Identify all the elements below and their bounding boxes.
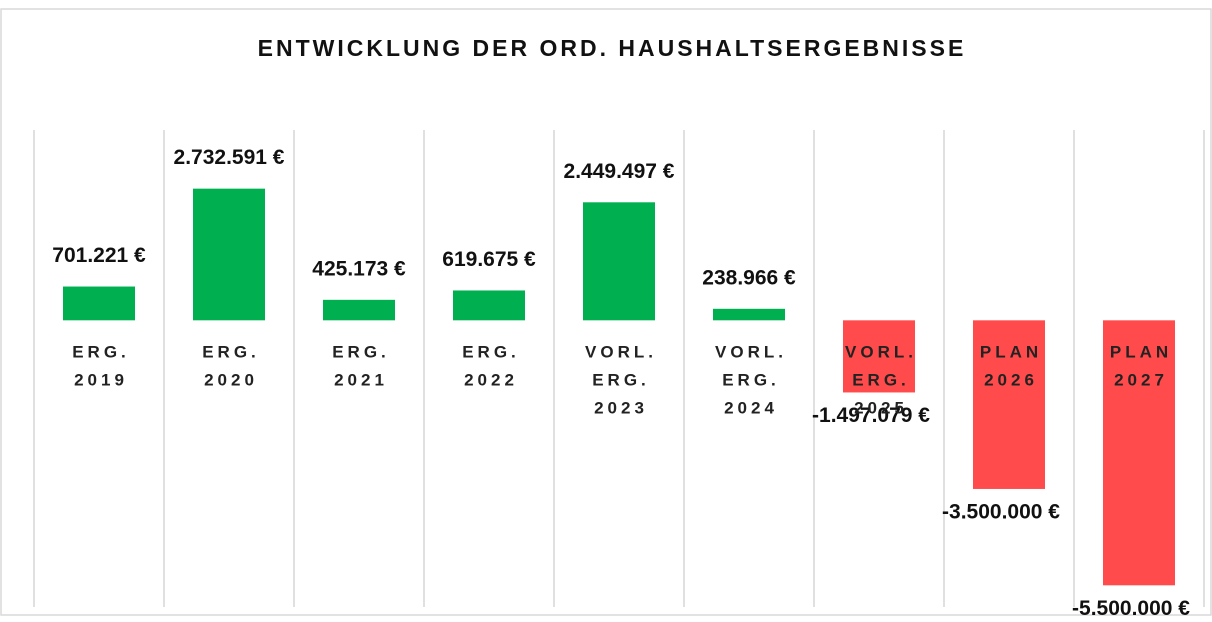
x-tick-label: 2023: [594, 398, 648, 417]
value-label: -3.500.000 €: [942, 501, 1060, 524]
x-tick-label: ERG.: [202, 342, 260, 361]
bar: [583, 202, 655, 321]
x-tick-label: 2020: [204, 370, 258, 389]
x-tick-label: PLAN: [980, 342, 1042, 361]
bar: [63, 286, 135, 321]
value-label: 2.449.497 €: [564, 160, 675, 183]
x-tick-label: 2027: [1114, 370, 1168, 389]
x-tick-label: VORL.: [715, 342, 787, 361]
value-label: 619.675 €: [442, 248, 536, 271]
x-tick-label: ERG.: [72, 342, 130, 361]
bar: [713, 308, 785, 321]
x-tick-label: PLAN: [1110, 342, 1172, 361]
x-tick-label: 2024: [724, 398, 778, 417]
x-tick-label: VORL.: [585, 342, 657, 361]
x-tick-label: ERG.: [462, 342, 520, 361]
bar: [1103, 320, 1175, 586]
value-label: 2.732.591 €: [174, 146, 285, 169]
chart-title: ENTWICKLUNG DER ORD. HAUSHALTSERGEBNISSE: [258, 35, 967, 61]
x-tick-label: 2025: [854, 398, 908, 417]
x-tick-label: 2019: [74, 370, 128, 389]
x-tick-label: 2026: [984, 370, 1038, 389]
x-tick-label: VORL.: [845, 342, 917, 361]
x-tick-label: 2022: [464, 370, 518, 389]
x-tick-label: ERG.: [852, 370, 910, 389]
bar: [193, 188, 265, 321]
value-label: -5.500.000 €: [1072, 597, 1190, 617]
value-label: 701.221 €: [52, 244, 146, 267]
value-label: 425.173 €: [312, 257, 406, 280]
bar: [453, 290, 525, 321]
x-tick-label: ERG.: [592, 370, 650, 389]
bar: [323, 299, 395, 321]
x-tick-label: 2021: [334, 370, 388, 389]
bar: [843, 320, 915, 393]
x-tick-label: ERG.: [332, 342, 390, 361]
bar: [973, 320, 1045, 489]
x-tick-label: ERG.: [722, 370, 780, 389]
value-label: -1.497.079 €: [812, 404, 930, 427]
value-label: 238.966 €: [702, 266, 796, 289]
